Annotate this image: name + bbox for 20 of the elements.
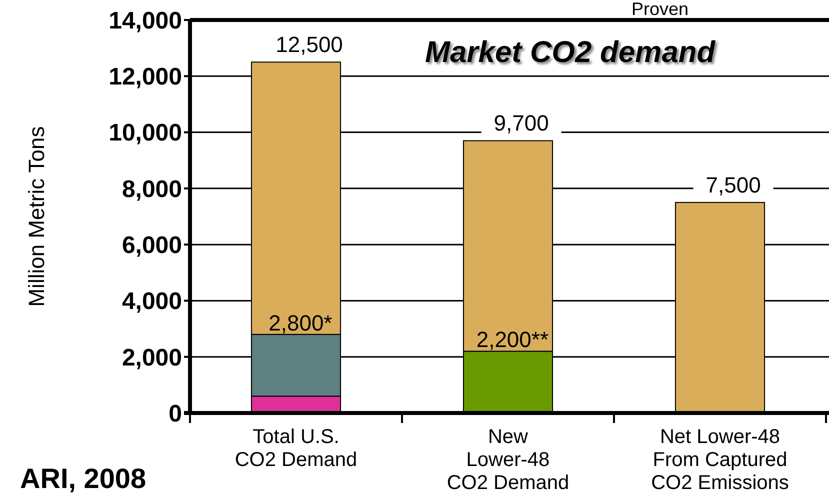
total-label: 12,500	[276, 32, 343, 58]
y-tick-label: 6,000	[122, 232, 182, 259]
y-tick-label: 8,000	[122, 176, 182, 203]
annotation: 2,800*	[268, 310, 333, 336]
y-tick-label: 0	[168, 400, 182, 428]
y-tick-label: 14,000	[108, 7, 182, 34]
total-label: 9,700	[494, 110, 549, 136]
text: Market CO2 demand	[424, 36, 716, 69]
total-label: 7,500	[706, 172, 761, 198]
text: Proven	[631, 0, 689, 19]
text: ARI, 2008	[20, 463, 146, 494]
annotation: 2,200**	[476, 327, 549, 352]
y-tick-label: 10,000	[108, 120, 182, 147]
y-axis-title: Million Metric Tons	[24, 126, 49, 307]
y-tick-label: 4,000	[122, 288, 182, 316]
y-tick-label: 2,000	[122, 344, 182, 372]
x-tick-label: Net Lower-48 From Captured CO2 Emissions	[651, 426, 789, 494]
x-tick-label: New Lower-48 CO2 Demand	[446, 426, 570, 494]
x-tick-label: Total U.S. CO2 Demand	[234, 426, 358, 471]
y-tick-label: 12,000	[108, 64, 182, 91]
